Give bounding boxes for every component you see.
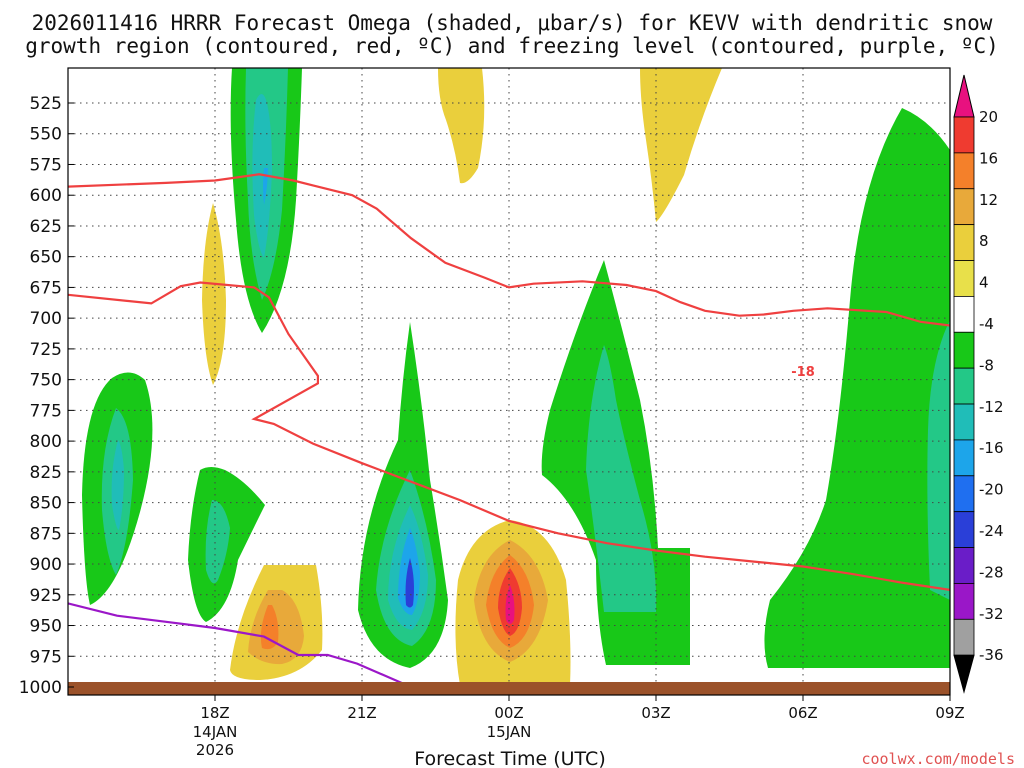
y-tick-label: 850 [30,494,62,514]
colorbar-swatch [953,224,975,261]
colorbar-swatch [953,331,975,369]
colorbar-swatch [953,511,975,548]
y-tick-label: 1000 [19,678,62,698]
x-tick-date: 15JAN [487,723,532,741]
omega-region-neg8 [586,345,657,612]
colorbar-swatch [953,475,975,513]
colorbar-label: 4 [979,274,989,292]
colorbar-swatch [953,547,975,584]
contour-label-neg18: -18 [791,365,815,380]
y-tick-label: 550 [30,125,62,145]
freezing-level-contour [68,602,412,689]
omega-region-pos4 [202,203,226,385]
colorbar-label: -4 [979,315,994,333]
colorbar-label: -8 [979,356,994,374]
omega-region-neg16 [263,168,268,205]
colorbar-swatch [953,439,975,477]
y-tick-label: 900 [30,555,62,575]
omega-shading [82,68,950,685]
y-tick-label: 925 [30,586,62,606]
colorbar-swatch [953,583,975,620]
ground-surface [68,682,950,695]
credit-text: coolwx.com/models [861,750,1015,768]
colorbar-swatch [953,367,975,405]
omega-region-neg8 [205,500,230,584]
omega-region-pos4 [438,68,485,184]
x-tick-label: 21Z [347,704,376,722]
colorbar-label: 12 [979,191,998,209]
colorbar-swatch [953,260,975,297]
y-tick-label: 625 [30,217,62,237]
y-tick-label: 650 [30,248,62,268]
omega-region-neg20 [405,558,414,608]
colorbar-label: 20 [979,108,998,126]
omega-region-pos4 [640,68,722,222]
x-tick-label: 09Z [935,704,964,722]
y-tick-label: 875 [30,524,62,544]
colorbar-label: -20 [979,481,1004,499]
x-tick-year: 2026 [196,741,234,759]
x-tick-label: 00Z [494,704,523,722]
chart-title-line2: growth region (contoured, red, ºC) and f… [25,34,999,58]
y-axis-ticks: 525 550 575 600 625 650 675 700 725 750 775 800 825 8… [19,94,74,698]
y-tick-label: 700 [30,309,62,329]
y-tick-label: 600 [30,186,62,206]
colorbar-cap-top [953,74,975,118]
colorbar-label: -28 [979,563,1004,581]
contour-lines [68,173,950,689]
x-axis-label: Forecast Time (UTC) [414,748,605,768]
y-tick-label: 825 [30,463,62,483]
colorbar-swatch [953,295,975,333]
dendritic-contour-line [68,173,950,327]
y-tick-label: 800 [30,432,62,452]
y-tick-label: 950 [30,617,62,637]
x-tick-date: 14JAN [193,723,238,741]
y-tick-label: 750 [30,371,62,391]
colorbar-swatch [953,403,975,441]
colorbar-label: 8 [979,232,989,250]
y-tick-label: 675 [30,278,62,298]
colorbar-swatch [953,152,975,190]
colorbar-label: -24 [979,522,1004,540]
x-tick-label: 06Z [788,704,817,722]
colorbar-cap-bottom [953,654,975,694]
colorbar-label: -12 [979,398,1004,416]
y-tick-label: 975 [30,647,62,667]
y-tick-label: 725 [30,340,62,360]
colorbar: 20 16 12 8 4 -4 -8 -12 -16 -20 -24 -28 -32 -36 [953,74,1004,694]
colorbar-swatch [953,188,975,226]
chart-title-line1: 2026011416 HRRR Forecast Omega (shaded, … [32,11,993,35]
colorbar-swatch [953,618,975,656]
y-tick-label: 575 [30,155,62,175]
y-tick-label: 775 [30,401,62,421]
omega-region-neg12 [111,440,124,530]
x-tick-label: 18Z [200,704,229,722]
colorbar-swatch [953,116,975,154]
omega-region-neg12 [252,94,272,258]
y-tick-label: 525 [30,94,62,114]
omega-region-neg4 [764,108,950,668]
colorbar-label: -36 [979,646,1004,664]
dendritic-contour-line [68,281,950,592]
colorbar-label: -32 [979,605,1004,623]
colorbar-label: 16 [979,149,998,167]
x-tick-label: 03Z [641,704,670,722]
colorbar-label: -16 [979,439,1004,457]
omega-region-neg8 [927,320,950,600]
